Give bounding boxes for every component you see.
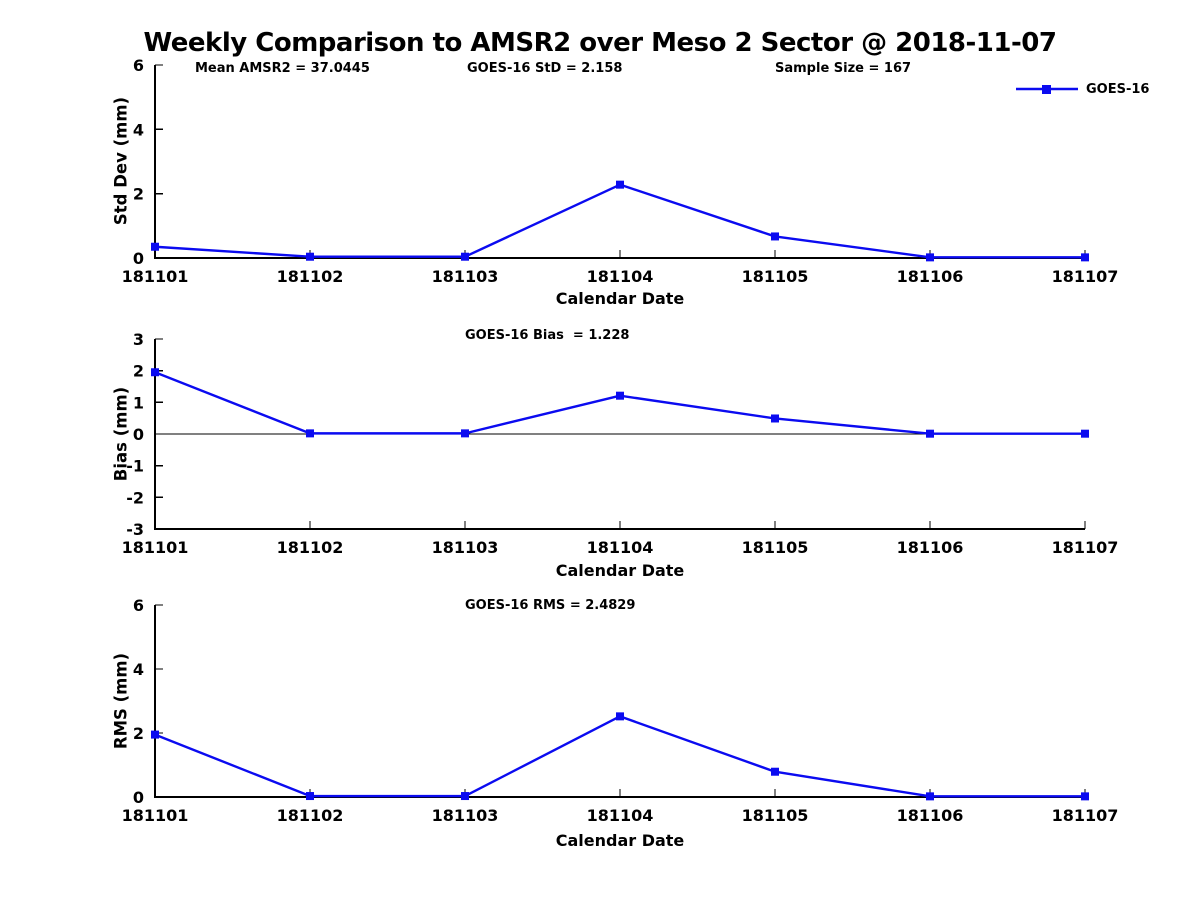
x-tick-label: 181104 bbox=[587, 538, 654, 557]
data-point-marker bbox=[616, 712, 624, 721]
x-tick-label: 181101 bbox=[122, 538, 189, 557]
y-tick-label: 2 bbox=[133, 724, 144, 743]
data-point-marker bbox=[461, 252, 469, 261]
x-tick-label: 181102 bbox=[277, 267, 344, 286]
data-point-marker bbox=[306, 792, 314, 801]
data-point-marker bbox=[306, 429, 314, 438]
data-point-marker bbox=[306, 252, 314, 261]
y-tick-label: 2 bbox=[133, 362, 144, 381]
data-point-marker bbox=[926, 253, 934, 262]
stat-goes16-bias: GOES-16 Bias = 1.228 bbox=[465, 328, 630, 343]
figure-title: Weekly Comparison to AMSR2 over Meso 2 S… bbox=[143, 28, 1057, 58]
x-tick-label: 181106 bbox=[897, 806, 964, 825]
data-point-marker bbox=[1081, 253, 1089, 262]
x-axis-label-2: Calendar Date bbox=[555, 561, 685, 580]
data-point-marker bbox=[151, 368, 159, 377]
x-tick-label: 181107 bbox=[1052, 267, 1119, 286]
legend: GOES-16 bbox=[1015, 81, 1149, 97]
x-tick-label: 181106 bbox=[897, 267, 964, 286]
x-tick-label: 181106 bbox=[897, 538, 964, 557]
stat-mean-amsr2: Mean AMSR2 = 37.0445 bbox=[195, 61, 370, 76]
data-point-marker bbox=[1081, 429, 1089, 438]
x-tick-label: 181103 bbox=[432, 538, 499, 557]
legend-label: GOES-16 bbox=[1086, 81, 1150, 97]
x-axis-label-3: Calendar Date bbox=[555, 831, 685, 850]
y-tick-label: -2 bbox=[126, 488, 144, 507]
legend-line-marker-icon bbox=[1016, 85, 1078, 94]
x-tick-label: 181102 bbox=[277, 538, 344, 557]
y-tick-label: 0 bbox=[133, 249, 144, 268]
y-tick-label: 6 bbox=[133, 56, 144, 75]
y-tick-label: -3 bbox=[126, 520, 144, 539]
data-point-marker bbox=[771, 414, 779, 423]
x-tick-label: 181105 bbox=[742, 538, 809, 557]
series-line-goes16 bbox=[154, 183, 1085, 259]
x-tick-label: 181101 bbox=[122, 267, 189, 286]
x-tick-label: 181105 bbox=[742, 806, 809, 825]
data-point-marker bbox=[151, 242, 159, 251]
x-tick-label: 181101 bbox=[122, 806, 189, 825]
data-point-marker bbox=[771, 232, 779, 241]
y-tick-label: 1 bbox=[133, 393, 144, 412]
y-tick-label: 2 bbox=[133, 185, 144, 204]
y-axis-label-bias: Bias (mm) bbox=[111, 386, 131, 482]
x-tick-label: 181104 bbox=[587, 806, 654, 825]
y-tick-label: 0 bbox=[133, 788, 144, 807]
stat-goes16-rms: GOES-16 RMS = 2.4829 bbox=[465, 598, 636, 613]
x-axis-label-1: Calendar Date bbox=[555, 289, 685, 308]
data-point-marker bbox=[771, 767, 779, 776]
data-point-marker bbox=[616, 391, 624, 400]
x-tick-label: 181104 bbox=[587, 267, 654, 286]
y-axis-label-stddev: Std Dev (mm) bbox=[111, 96, 131, 226]
stat-goes16-std: GOES-16 StD = 2.158 bbox=[467, 61, 623, 76]
data-point-marker bbox=[151, 730, 159, 739]
y-axis-label-rms: RMS (mm) bbox=[111, 652, 131, 750]
y-tick-label: 6 bbox=[133, 596, 144, 615]
data-point-marker bbox=[461, 429, 469, 438]
series-line-goes16 bbox=[154, 371, 1085, 435]
y-tick-label: 0 bbox=[133, 425, 144, 444]
data-point-marker bbox=[461, 792, 469, 801]
x-tick-label: 181102 bbox=[277, 806, 344, 825]
x-tick-label: 181105 bbox=[742, 267, 809, 286]
y-tick-label: 3 bbox=[133, 330, 144, 349]
x-tick-label: 181107 bbox=[1052, 806, 1119, 825]
x-tick-label: 181107 bbox=[1052, 538, 1119, 557]
x-tick-label: 181103 bbox=[432, 267, 499, 286]
y-tick-label: -1 bbox=[126, 457, 144, 476]
stat-sample-size: Sample Size = 167 bbox=[775, 61, 912, 76]
x-tick-label: 181103 bbox=[432, 806, 499, 825]
data-point-marker bbox=[926, 792, 934, 801]
data-point-marker bbox=[1081, 792, 1089, 801]
y-tick-label: 4 bbox=[133, 120, 144, 139]
data-point-marker bbox=[616, 180, 624, 189]
series-line-goes16 bbox=[154, 715, 1085, 798]
data-point-marker bbox=[926, 429, 934, 438]
y-tick-label: 4 bbox=[133, 660, 144, 679]
